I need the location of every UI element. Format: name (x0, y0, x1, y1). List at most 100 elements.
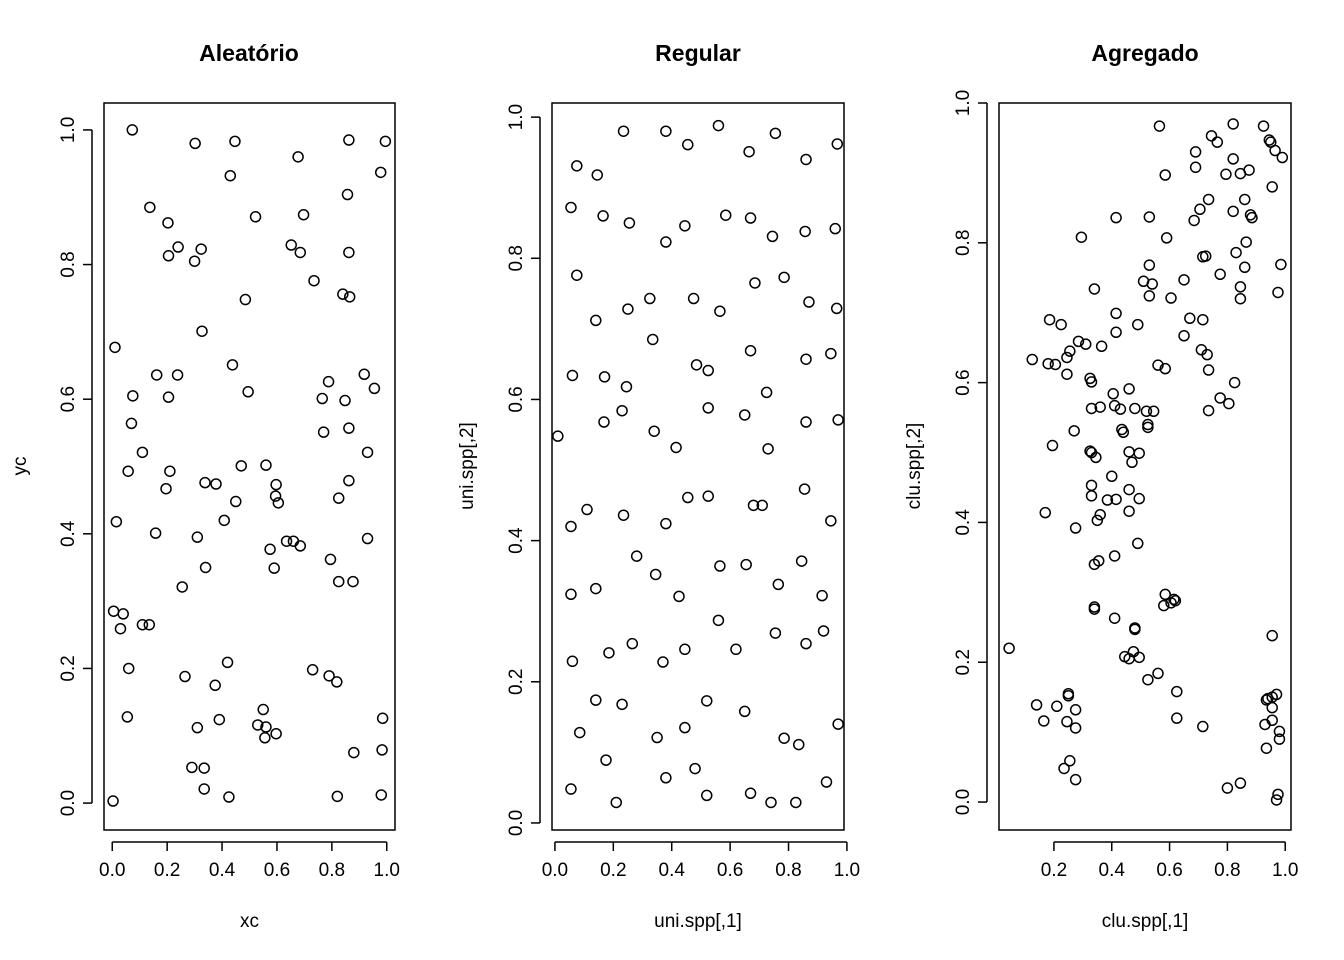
data-point (264, 543, 276, 556)
data-point (1062, 690, 1075, 702)
data-point (1197, 313, 1209, 326)
data-point (1275, 258, 1287, 271)
data-point (1223, 397, 1235, 410)
data-point (1165, 292, 1177, 304)
data-point (1038, 715, 1050, 727)
data-point (230, 495, 242, 508)
data-point (1269, 144, 1281, 157)
data-point (800, 353, 812, 365)
data-point (144, 201, 156, 214)
data-point (160, 482, 172, 495)
data-point (1088, 603, 1101, 615)
x-tick-label: 1.0 (374, 860, 400, 881)
data-point (339, 394, 351, 407)
data-point (376, 744, 388, 756)
data-point (1133, 651, 1145, 664)
y-tick-label: 0.0 (506, 810, 527, 836)
data-point (1240, 236, 1252, 248)
data-point (379, 135, 392, 148)
data-point (1227, 205, 1239, 218)
data-point (591, 169, 604, 181)
data-point (162, 250, 175, 262)
data-point (626, 637, 639, 650)
data-point (1227, 118, 1239, 130)
x-tick-label: 0.2 (600, 860, 626, 881)
data-point (198, 762, 210, 774)
data-point (760, 386, 773, 399)
data-point (297, 208, 310, 221)
data-point (1238, 193, 1251, 206)
data-point (701, 695, 713, 707)
data-point (1110, 326, 1122, 339)
data-point (800, 637, 812, 650)
y-tick-label: 1.0 (953, 90, 974, 116)
data-point (1051, 700, 1063, 713)
data-point (1055, 318, 1067, 331)
data-point (1110, 493, 1122, 506)
data-point (1069, 722, 1082, 734)
data-point (1068, 425, 1080, 437)
data-point (196, 325, 208, 337)
data-point (1227, 153, 1239, 165)
x-tick-label: 0.2 (154, 860, 180, 881)
data-point (581, 503, 593, 516)
data-point (1234, 281, 1247, 293)
data-point (830, 302, 843, 315)
data-point (1123, 483, 1135, 496)
data-point (1106, 470, 1118, 483)
data-point (738, 409, 751, 421)
data-point (769, 627, 782, 639)
data-point (1194, 203, 1206, 216)
data-point (1276, 151, 1289, 164)
data-point (1266, 701, 1278, 714)
data-point (714, 560, 726, 572)
data-point (565, 520, 577, 533)
data-point (617, 509, 630, 521)
data-point (1262, 692, 1274, 705)
data-point (331, 790, 344, 803)
data-point (679, 643, 691, 656)
data-point (1132, 318, 1144, 331)
data-point (136, 618, 149, 631)
data-point (109, 341, 121, 354)
data-point (1129, 402, 1141, 415)
chart-title: Aleatório (199, 40, 299, 66)
data-point (1061, 368, 1073, 380)
data-point (213, 713, 226, 726)
data-point (316, 392, 328, 405)
data-point (1178, 330, 1190, 342)
data-point (249, 211, 262, 223)
data-point (1030, 699, 1043, 711)
data-point (673, 590, 685, 603)
y-tick-label: 0.2 (58, 655, 79, 681)
x-tick-label: 0.2 (1041, 860, 1067, 881)
x-axis-label: clu.spp[,1] (1102, 911, 1189, 932)
data-point (649, 568, 662, 581)
data-point (769, 127, 782, 140)
data-point (1270, 794, 1283, 806)
x-tick-label: 0.4 (659, 860, 686, 881)
data-point (1159, 169, 1171, 181)
data-point (1142, 421, 1154, 434)
data-point (660, 236, 672, 248)
data-point (820, 776, 833, 788)
data-point (1202, 364, 1215, 376)
data-point (630, 550, 643, 562)
data-point (358, 368, 371, 381)
data-point (224, 169, 237, 182)
data-point (600, 754, 612, 766)
y-tick-label: 0.0 (58, 790, 79, 816)
data-point (702, 402, 714, 414)
data-point (337, 288, 349, 300)
y-axis-label: clu.spp[,2] (904, 423, 925, 510)
data-point (1108, 399, 1121, 412)
data-point (1147, 405, 1160, 418)
data-point (817, 625, 830, 637)
data-point (260, 459, 272, 471)
data-point (598, 416, 610, 428)
data-point (571, 160, 583, 172)
data-point (743, 145, 755, 158)
data-point (1266, 181, 1278, 193)
data-point (210, 478, 222, 490)
data-point (1234, 167, 1247, 180)
